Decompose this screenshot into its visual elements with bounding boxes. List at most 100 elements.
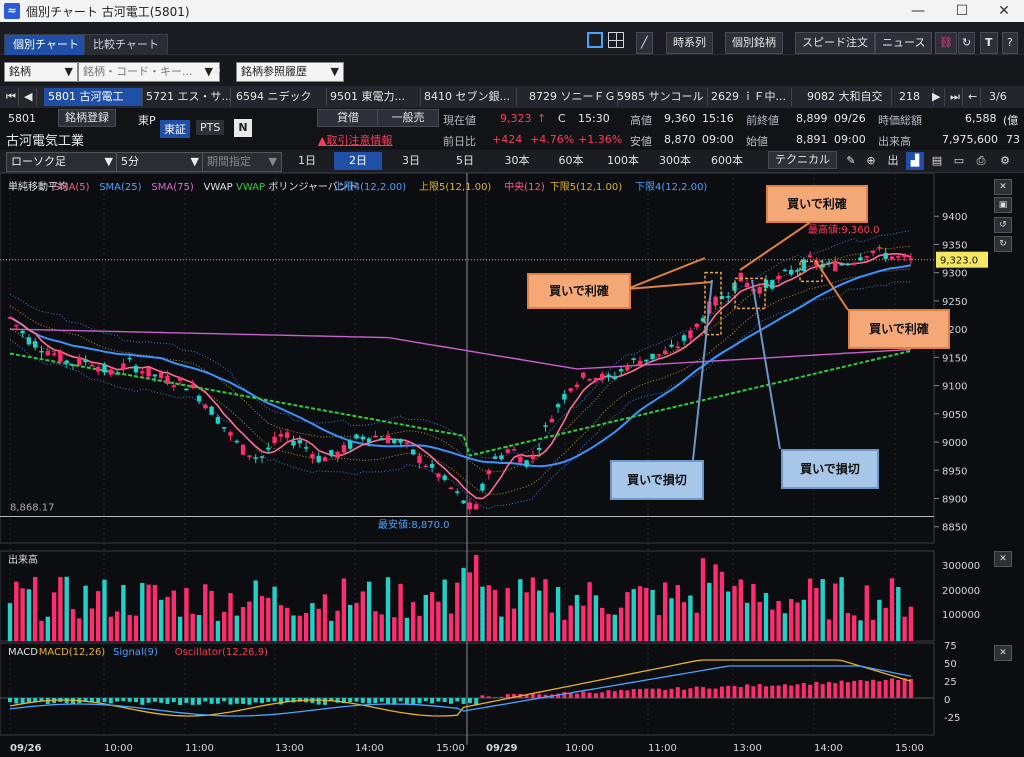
stock-tab[interactable]: 6594 ニデック <box>232 88 327 106</box>
single-layout-icon[interactable] <box>587 32 603 48</box>
market-pts-tab[interactable]: PTS <box>196 120 225 135</box>
stock-tab[interactable]: 5801 古河電工 <box>44 88 143 106</box>
candle-body <box>285 432 290 438</box>
collapse-icon[interactable]: ✕ <box>994 179 1012 195</box>
volume-bar <box>247 601 252 641</box>
period-60-button[interactable]: 60本 <box>558 154 584 167</box>
help-icon[interactable]: ? <box>1002 32 1018 54</box>
settings-icon[interactable]: ⚙ <box>1000 154 1010 167</box>
period-30-button[interactable]: 30本 <box>504 154 530 167</box>
period-select[interactable]: 期間指定 ▼ <box>202 152 282 172</box>
redo-icon[interactable]: ↻ <box>994 236 1012 252</box>
open-time: 09:00 <box>834 133 866 146</box>
volume-bar <box>530 577 536 641</box>
zoom-icon[interactable]: ⊕ <box>866 154 876 167</box>
trading-caution-link[interactable]: ▲取引注意情報 <box>318 134 393 147</box>
search-type-select[interactable]: 銘柄 ▼ <box>4 62 78 82</box>
market-tokyo-tab[interactable]: 東証 <box>160 120 190 138</box>
volume-bar <box>39 620 44 641</box>
candle-body <box>234 440 239 443</box>
close-icon[interactable]: ✕ <box>998 3 1010 19</box>
volume-bar <box>392 617 397 641</box>
volume-bar <box>108 616 113 641</box>
text-size-icon[interactable]: T <box>980 32 998 54</box>
speed-order-button[interactable]: スピード注文 <box>795 32 875 54</box>
folder-icon[interactable]: ▭ <box>953 154 965 167</box>
pen-icon[interactable]: ✎ <box>846 154 856 167</box>
macd-histogram-bar <box>764 686 768 698</box>
volume-bar <box>303 612 309 641</box>
volume-icon[interactable]: 出 <box>887 154 899 167</box>
news-button[interactable]: ニュース <box>875 32 933 54</box>
candle-body <box>146 367 151 377</box>
prev-page-icon[interactable]: ◀ <box>22 88 37 106</box>
stock-tab[interactable]: 5721 エス・サ... <box>142 88 231 106</box>
stock-tab[interactable]: 9501 東電力... <box>326 88 421 106</box>
stock-tab[interactable]: 2629 ｉＦ中... <box>707 88 792 106</box>
volume-bar <box>196 614 202 641</box>
grid-layout-icon[interactable] <box>608 32 624 48</box>
search-icon[interactable]: ⌕ <box>214 63 222 78</box>
interval-select[interactable]: 5分 ▼ <box>116 152 204 172</box>
lending-button[interactable]: 貸借 <box>317 109 379 127</box>
chart-area-icon[interactable]: ▟ <box>906 152 924 170</box>
close-macd-panel-icon[interactable]: ✕ <box>994 645 1012 661</box>
chart-type-select[interactable]: ローソク足 ▼ <box>6 152 118 172</box>
stock-tab[interactable]: 5985 サンコール <box>613 88 708 106</box>
period-300-button[interactable]: 300本 <box>659 154 691 167</box>
period-100-button[interactable]: 100本 <box>607 154 639 167</box>
link-icon[interactable]: ⛓ <box>935 32 957 54</box>
last-page-icon[interactable]: ⏭ <box>948 88 963 106</box>
document-icon[interactable]: ▤ <box>931 154 943 167</box>
undo-icon[interactable]: ↺ <box>994 217 1012 233</box>
stock-tab[interactable]: 8729 ソニーＦＧ <box>525 88 618 106</box>
back-arrow-icon[interactable]: ← <box>966 88 981 106</box>
lock-icon[interactable]: ▣ <box>994 197 1012 213</box>
candle-body <box>587 378 592 381</box>
print-icon[interactable]: ⎙ <box>976 154 986 167</box>
first-page-icon[interactable]: ⏮ <box>4 88 19 106</box>
stock-tab[interactable]: 8410 セブン銀... <box>420 88 517 106</box>
period-600-button[interactable]: 600本 <box>711 154 743 167</box>
volume-bar <box>404 617 410 641</box>
callout-connector <box>692 279 713 461</box>
stock-tab[interactable]: 9082 大和自交 <box>803 88 892 106</box>
timeseries-button[interactable]: 時系列 <box>666 32 713 54</box>
tab-individual-chart[interactable]: 個別チャート <box>4 34 88 55</box>
vwap-line <box>9 349 912 457</box>
macd-histogram-bar <box>83 698 88 702</box>
period-2d-button[interactable]: 2日 <box>334 152 382 170</box>
volume-bar <box>429 592 435 641</box>
period-3d-button[interactable]: 3日 <box>402 154 420 167</box>
tab-compare-chart[interactable]: 比較チャート <box>84 34 168 55</box>
candle-body <box>600 373 605 381</box>
technical-button[interactable]: テクニカル <box>768 151 837 169</box>
period-1d-button[interactable]: 1日 <box>298 154 316 167</box>
candle-body <box>222 427 227 429</box>
volume-bar <box>757 602 762 641</box>
candle-body <box>152 374 158 377</box>
volume-bar <box>738 579 743 641</box>
search-input[interactable]: 銘柄・コード・キー... ▼ <box>78 62 220 82</box>
high-marker: 最高値:9,360.0 <box>808 223 880 236</box>
macd-histogram-bar <box>140 698 145 705</box>
draw-line-icon[interactable]: ╱ <box>636 32 653 54</box>
minimize-icon[interactable]: — <box>911 3 925 19</box>
volume-bar <box>833 583 838 641</box>
individual-stock-button[interactable]: 個別銘柄 <box>725 32 783 54</box>
candle-body <box>278 434 284 437</box>
macd-histogram-bar <box>367 698 372 704</box>
next-page-icon[interactable]: ▶ <box>930 88 945 106</box>
close-volume-panel-icon[interactable]: ✕ <box>994 551 1012 567</box>
candle-body <box>429 463 435 468</box>
period-5d-button[interactable]: 5日 <box>456 154 474 167</box>
maximize-icon[interactable]: ☐ <box>955 3 969 19</box>
callout-connector <box>751 279 781 450</box>
notification-icon[interactable]: N <box>234 119 252 137</box>
refresh-icon[interactable]: ↻ <box>958 32 976 54</box>
stock-tab[interactable]: 218 <box>895 88 934 106</box>
history-select[interactable]: 銘柄参照履歴 ▼ <box>236 62 344 82</box>
register-stock-button[interactable]: 銘柄登録 <box>58 109 116 127</box>
general-sell-button[interactable]: 一般売 <box>377 109 439 127</box>
